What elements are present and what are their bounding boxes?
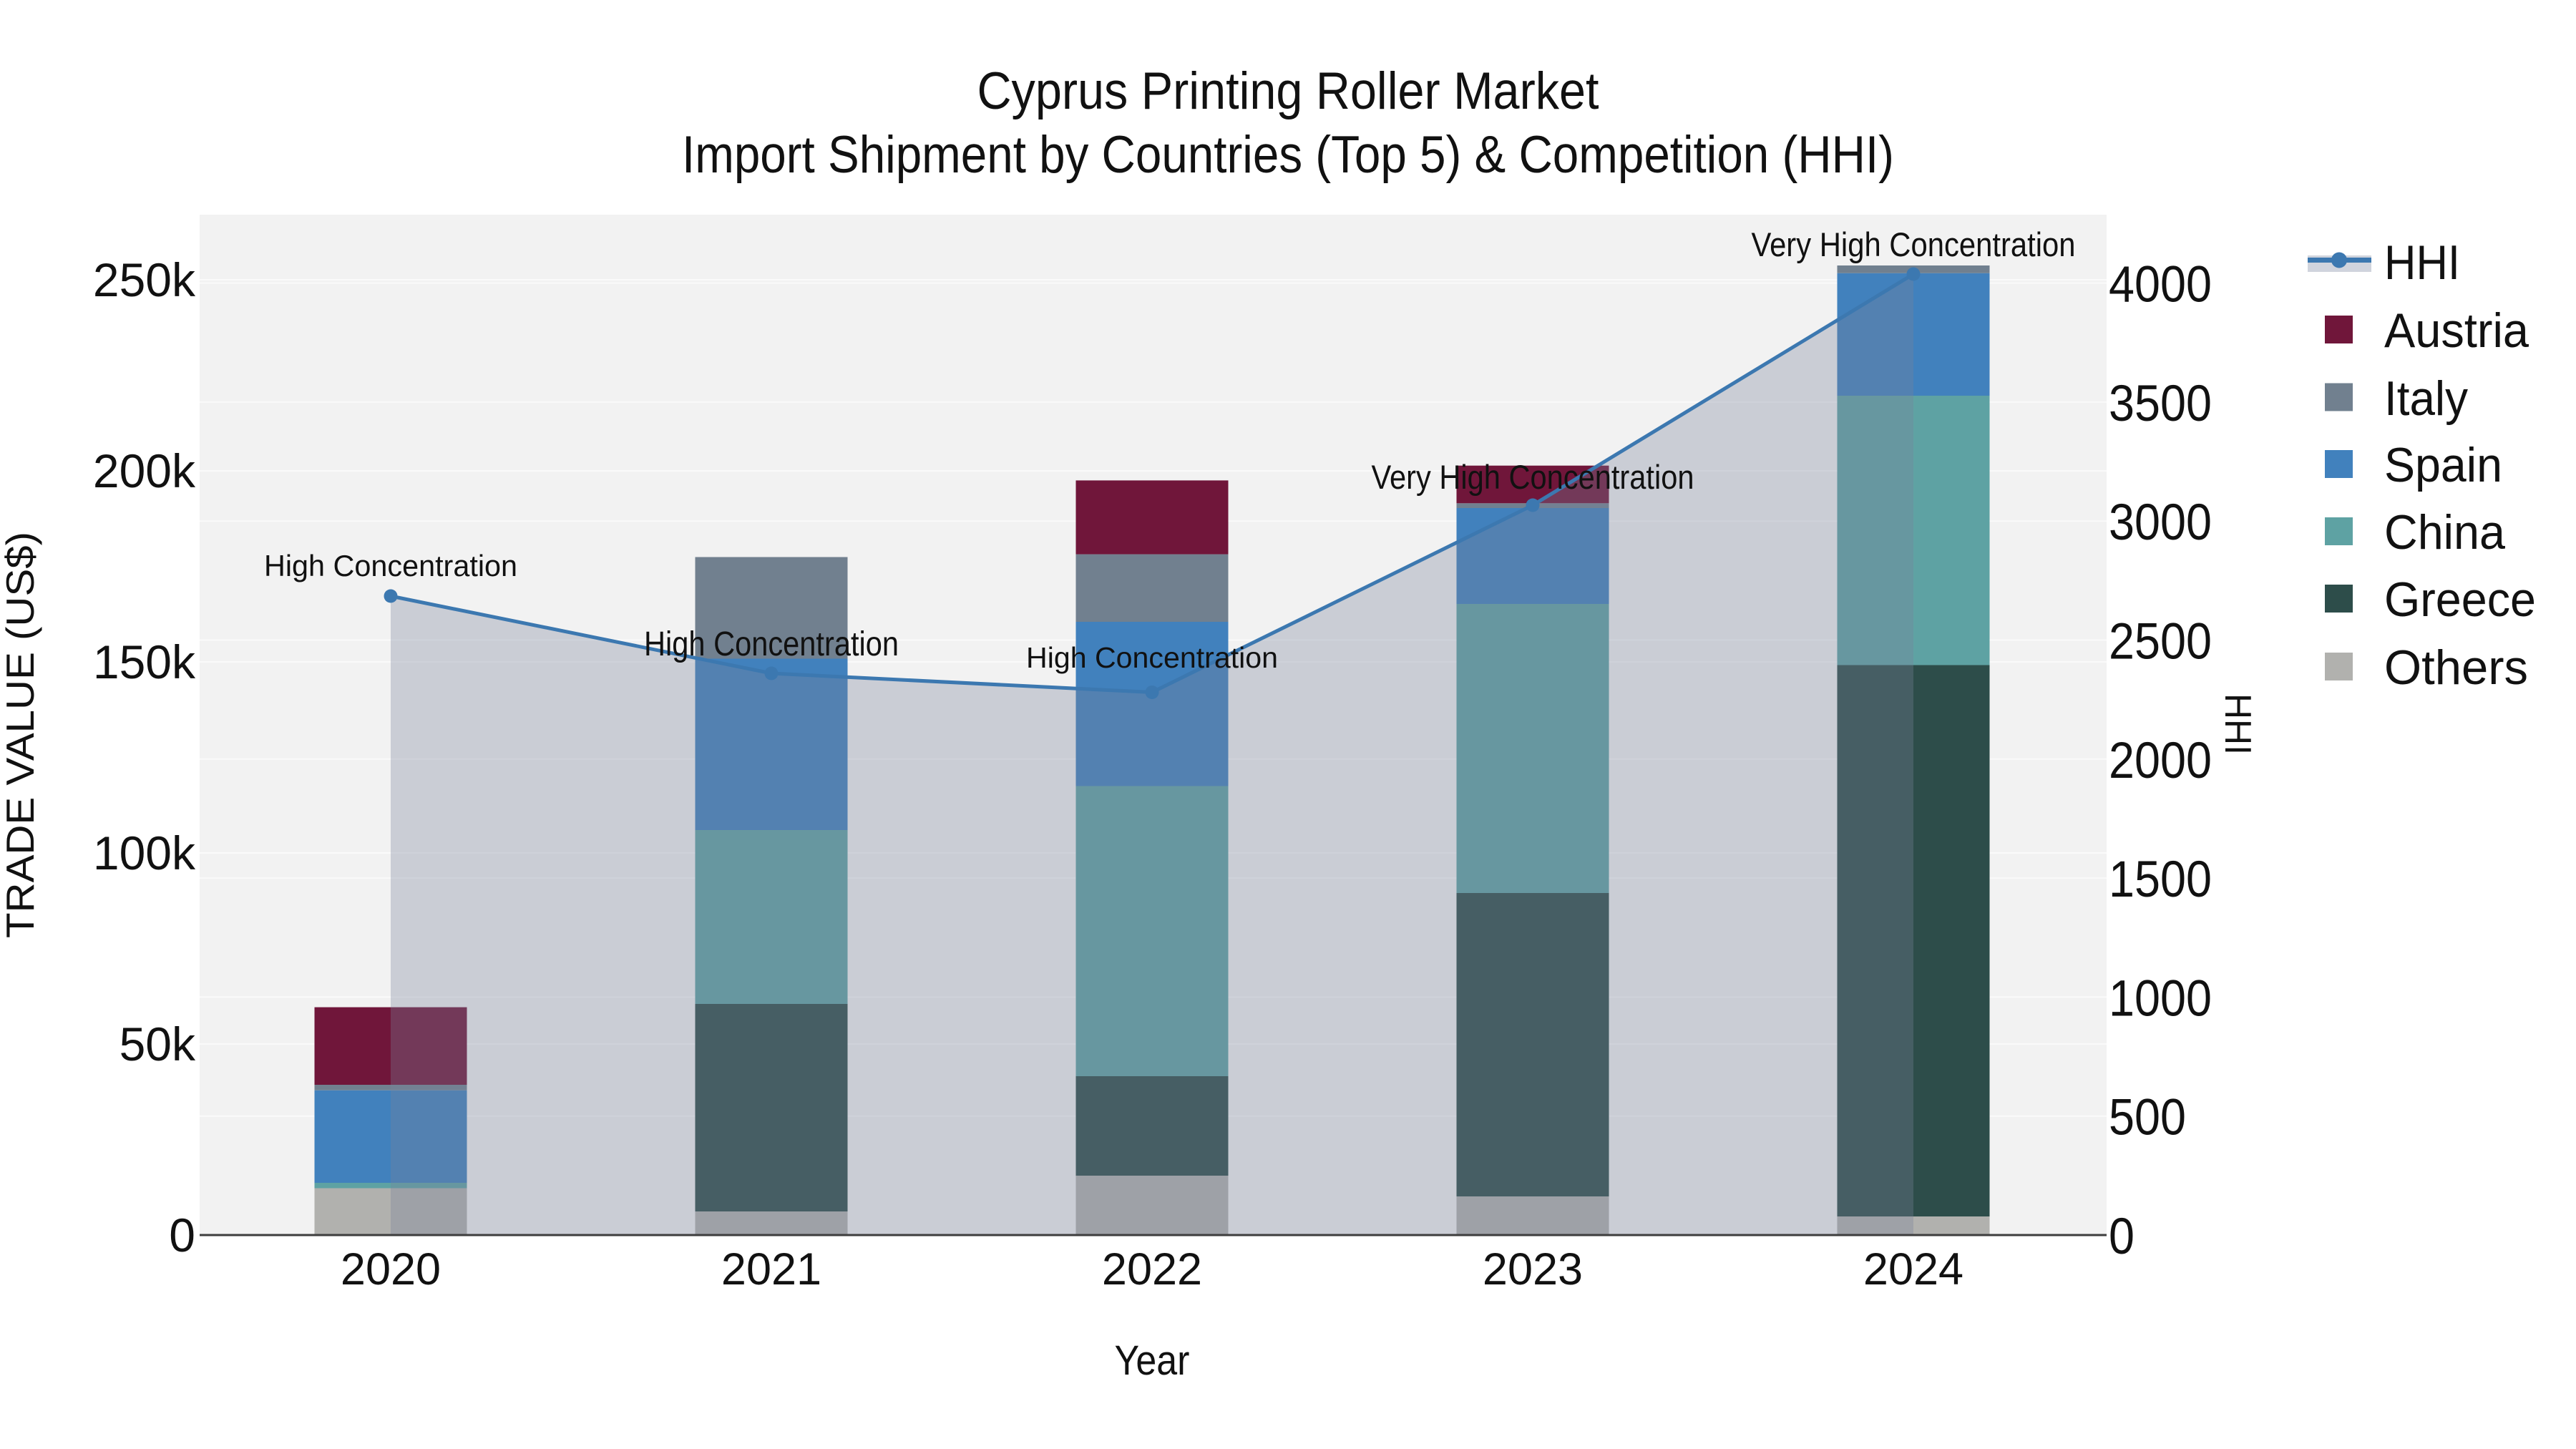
svg-text:HHI: HHI — [2217, 693, 2258, 755]
svg-text:4000: 4000 — [2109, 257, 2212, 313]
svg-text:1500: 1500 — [2109, 852, 2212, 908]
svg-text:100k: 100k — [93, 826, 196, 879]
svg-text:High Concentration: High Concentration — [264, 549, 517, 582]
svg-text:0: 0 — [169, 1209, 195, 1262]
svg-text:2024: 2024 — [1863, 1244, 1963, 1294]
svg-text:3500: 3500 — [2109, 376, 2212, 432]
svg-text:250k: 250k — [93, 253, 196, 306]
svg-text:2022: 2022 — [1102, 1244, 1202, 1294]
svg-text:Others: Others — [2384, 640, 2528, 695]
svg-text:Cyprus Printing Roller Market: Cyprus Printing Roller Market — [977, 62, 1599, 120]
svg-text:1000: 1000 — [2109, 970, 2212, 1027]
svg-text:150k: 150k — [93, 635, 196, 688]
svg-text:Import Shipment by Countries (: Import Shipment by Countries (Top 5) & C… — [682, 126, 1894, 184]
svg-text:50k: 50k — [119, 1018, 196, 1070]
svg-text:200k: 200k — [93, 444, 196, 497]
svg-text:Italy: Italy — [2384, 371, 2468, 426]
svg-text:HHI: HHI — [2384, 235, 2460, 290]
svg-text:Very High Concentration: Very High Concentration — [1752, 225, 2076, 263]
svg-text:2023: 2023 — [1483, 1244, 1583, 1294]
svg-text:Greece: Greece — [2384, 572, 2536, 627]
svg-text:3000: 3000 — [2109, 494, 2212, 551]
svg-text:0: 0 — [2109, 1209, 2135, 1265]
svg-text:Very High Concentration: Very High Concentration — [1372, 459, 1694, 497]
svg-text:500: 500 — [2109, 1090, 2186, 1146]
svg-text:2000: 2000 — [2109, 733, 2212, 789]
svg-text:2020: 2020 — [341, 1244, 441, 1294]
svg-text:Spain: Spain — [2384, 438, 2502, 492]
svg-text:2500: 2500 — [2109, 614, 2212, 670]
svg-text:Austria: Austria — [2384, 303, 2529, 358]
svg-text:2021: 2021 — [721, 1244, 821, 1294]
svg-text:High Concentration: High Concentration — [644, 625, 899, 663]
svg-text:High Concentration: High Concentration — [1026, 641, 1278, 674]
svg-text:Year: Year — [1115, 1337, 1190, 1384]
svg-text:China: China — [2384, 505, 2505, 560]
svg-text:TRADE VALUE (US$): TRADE VALUE (US$) — [0, 532, 42, 938]
